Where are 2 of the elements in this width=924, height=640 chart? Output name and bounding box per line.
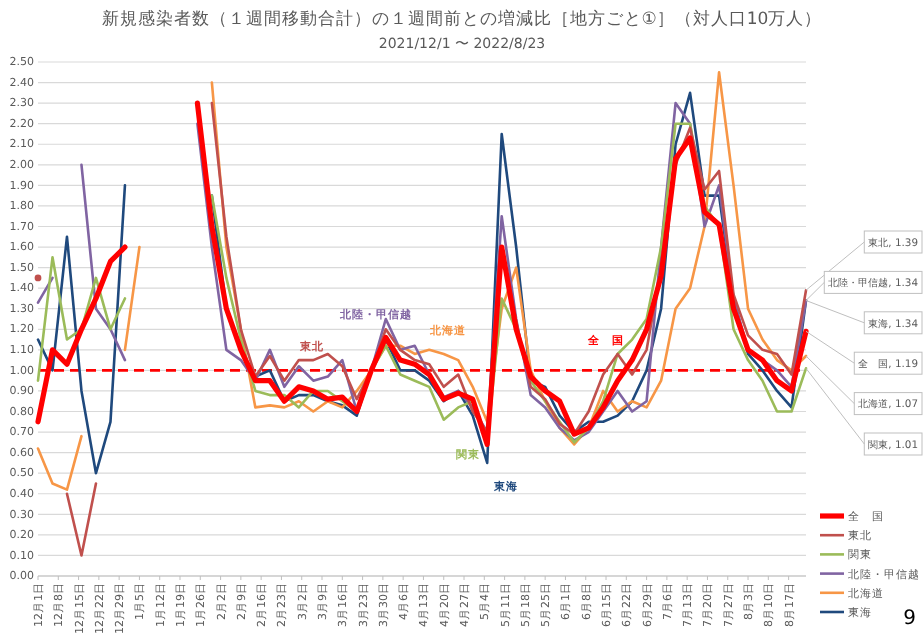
chart-title: 新規感染者数（１週間移動合計）の１週間前との増減比［地方ごと①］（対人口10万人） xyxy=(101,8,823,30)
text: 9 xyxy=(903,608,916,630)
